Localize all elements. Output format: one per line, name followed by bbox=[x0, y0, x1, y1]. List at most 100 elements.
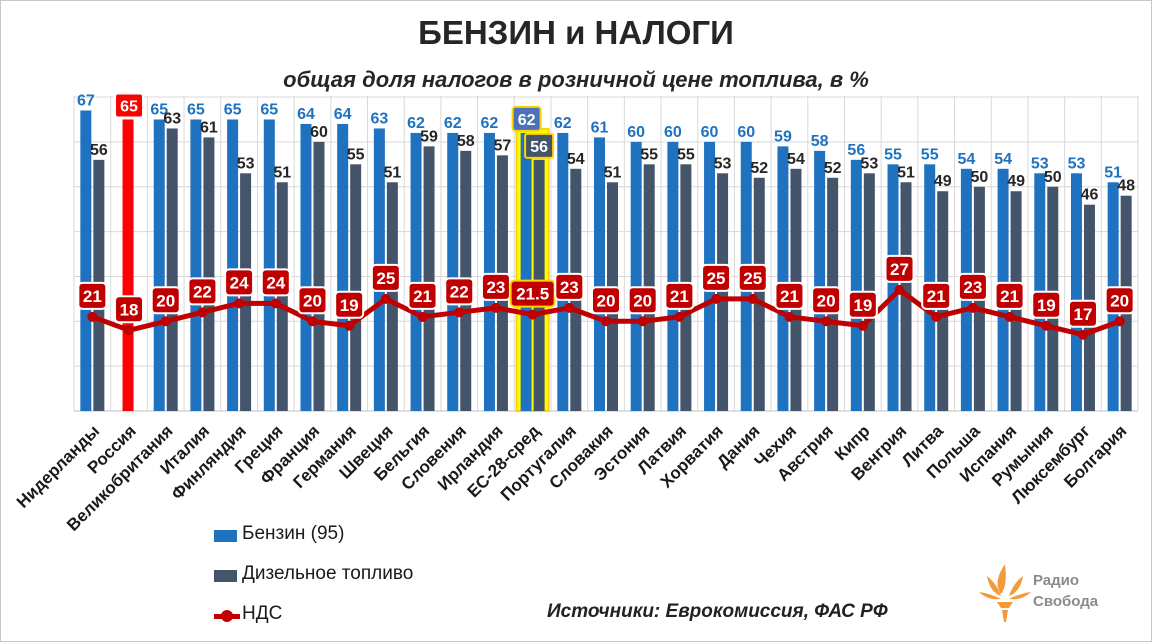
data-label-diesel: 60 bbox=[310, 124, 328, 141]
bar-gasoline bbox=[1070, 173, 1082, 411]
bar-diesel bbox=[753, 177, 765, 411]
vat-label-box bbox=[994, 281, 1025, 310]
data-label-gasoline: 61 bbox=[591, 119, 609, 136]
vat-label-box bbox=[737, 263, 768, 292]
vat-point bbox=[564, 302, 575, 313]
legend-swatch-gasoline bbox=[214, 530, 237, 542]
vat-label-box bbox=[701, 263, 732, 292]
data-label-vat: 21 bbox=[927, 287, 946, 306]
vat-point bbox=[197, 307, 208, 318]
legend-label-gasoline: Бензин (95) bbox=[242, 523, 345, 544]
data-label-gasoline: 64 bbox=[334, 106, 352, 123]
bar-diesel bbox=[166, 128, 178, 411]
chart-subtitle: общая доля налогов в розничной цене топл… bbox=[283, 67, 869, 92]
data-label-diesel: 52 bbox=[824, 160, 842, 177]
bar-gasoline bbox=[630, 141, 642, 411]
logo-text: Радио Свобода bbox=[1033, 570, 1113, 612]
data-label-vat: 22 bbox=[450, 282, 469, 301]
data-label-vat: 19 bbox=[1037, 296, 1056, 315]
bar-gasoline bbox=[850, 159, 862, 411]
data-label-vat: 24 bbox=[266, 273, 285, 292]
data-label-diesel: 49 bbox=[1007, 173, 1025, 190]
vat-label-box bbox=[591, 286, 621, 315]
vat-point bbox=[87, 311, 98, 322]
data-label-gasoline: 65 bbox=[120, 98, 138, 115]
bar-gasoline bbox=[80, 110, 92, 411]
torch-flame-icon bbox=[979, 564, 1031, 622]
vat-label-box bbox=[1067, 299, 1098, 328]
bar-gasoline bbox=[153, 119, 165, 411]
data-label-vat: 19 bbox=[853, 296, 872, 315]
vat-point bbox=[270, 298, 281, 309]
vat-point bbox=[490, 302, 501, 313]
data-label-vat: 25 bbox=[376, 269, 395, 288]
logo-line-2: Свобода bbox=[1033, 593, 1099, 610]
bar-gasoline bbox=[887, 164, 899, 411]
data-label-gasoline: 55 bbox=[884, 146, 902, 163]
vat-label-box bbox=[847, 290, 878, 319]
vat-point bbox=[344, 320, 355, 331]
data-label-gasoline: 60 bbox=[737, 124, 755, 141]
data-label-diesel: 55 bbox=[640, 146, 658, 163]
data-label-gasoline: 65 bbox=[150, 101, 168, 118]
vat-label-box bbox=[884, 254, 915, 283]
data-label-gasoline: 64 bbox=[297, 106, 315, 123]
vat-point bbox=[821, 316, 832, 327]
vat-label-box bbox=[187, 277, 218, 306]
data-label-vat: 22 bbox=[193, 282, 212, 301]
bar-diesel bbox=[423, 146, 435, 411]
data-label-vat: 21 bbox=[1000, 287, 1019, 306]
radio-svoboda-logo: Радио Свобода bbox=[975, 556, 1110, 626]
vat-label-box bbox=[370, 263, 401, 292]
data-label-gasoline: 54 bbox=[957, 151, 975, 168]
data-label-gasoline: 65 bbox=[224, 101, 242, 118]
vat-label-box bbox=[627, 286, 658, 315]
data-label-gasoline: 59 bbox=[774, 128, 792, 145]
vat-label-box bbox=[664, 281, 695, 310]
data-label-vat: 25 bbox=[707, 269, 726, 288]
vat-label-box bbox=[774, 281, 805, 310]
legend-swatch-diesel bbox=[214, 570, 237, 582]
data-label-vat: 20 bbox=[597, 291, 616, 310]
label-box-gasoline bbox=[114, 92, 145, 119]
vat-point bbox=[1004, 311, 1015, 322]
data-label-diesel: 54 bbox=[567, 151, 585, 168]
data-label-gasoline: 56 bbox=[847, 142, 865, 159]
data-label-diesel: 46 bbox=[1081, 187, 1099, 204]
vat-label-box bbox=[921, 281, 952, 310]
bar-gasoline bbox=[447, 132, 459, 411]
logo-line-1: Радио bbox=[1033, 572, 1080, 589]
data-label-gasoline: 65 bbox=[187, 101, 205, 118]
data-label-gasoline: 62 bbox=[554, 115, 572, 132]
vat-label-box bbox=[224, 268, 255, 297]
legend-label-vat: НДС bbox=[242, 603, 283, 624]
data-label-vat: 19 bbox=[340, 296, 359, 315]
data-label-gasoline: 54 bbox=[994, 151, 1012, 168]
vat-point bbox=[637, 316, 648, 327]
bar-gasoline bbox=[594, 137, 605, 412]
vat-point bbox=[674, 311, 685, 322]
data-label-vat: 20 bbox=[303, 291, 322, 310]
data-label-vat: 25 bbox=[743, 269, 762, 288]
vat-point bbox=[1041, 320, 1052, 331]
data-label-diesel: 50 bbox=[1044, 169, 1062, 186]
data-label-diesel: 48 bbox=[1117, 178, 1135, 195]
vat-point bbox=[234, 298, 245, 309]
bar-gasoline bbox=[777, 146, 789, 411]
data-label-vat: 23 bbox=[963, 278, 982, 297]
data-label-diesel: 51 bbox=[273, 164, 291, 181]
data-label-vat: 27 bbox=[890, 260, 909, 279]
bar-gasoline bbox=[410, 132, 422, 411]
bar-gasoline bbox=[263, 119, 275, 411]
bar-gasoline bbox=[337, 123, 349, 412]
legend-label-diesel: Дизельное топливо bbox=[242, 563, 414, 584]
data-label-diesel: 54 bbox=[787, 151, 805, 168]
x-axis-labels: НидерландыРоссияВеликобританияИталияФинл… bbox=[13, 421, 1131, 535]
data-label-gasoline: 53 bbox=[1068, 155, 1086, 172]
data-label-gasoline: 60 bbox=[627, 124, 645, 141]
vat-label-box bbox=[957, 272, 988, 301]
data-label-gasoline: 63 bbox=[370, 110, 388, 127]
data-label-vat: 24 bbox=[230, 273, 249, 292]
